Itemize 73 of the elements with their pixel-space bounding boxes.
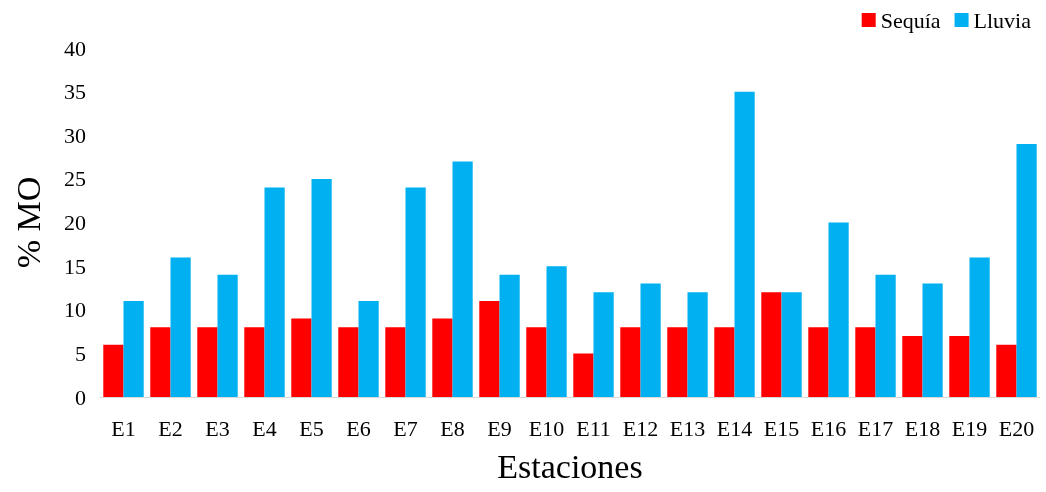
bar bbox=[546, 266, 567, 397]
bar bbox=[781, 292, 802, 397]
legend-label: Sequía bbox=[880, 7, 941, 33]
x-tick-label: E1 bbox=[111, 415, 136, 441]
bar bbox=[761, 292, 782, 397]
x-tick-label: E14 bbox=[716, 415, 753, 441]
y-tick-label: 25 bbox=[64, 166, 86, 192]
x-tick-label: E4 bbox=[252, 415, 277, 441]
legend-label: Lluvia bbox=[973, 7, 1032, 33]
x-tick-label: E12 bbox=[622, 415, 659, 441]
bar bbox=[479, 301, 500, 397]
bar bbox=[123, 301, 144, 397]
bar bbox=[499, 274, 520, 397]
bar bbox=[640, 283, 661, 397]
bar bbox=[217, 274, 238, 397]
bar bbox=[573, 353, 594, 397]
bar bbox=[1016, 143, 1037, 397]
bar bbox=[358, 301, 379, 397]
x-tick-label: E3 bbox=[205, 415, 230, 441]
x-tick-label: E2 bbox=[158, 415, 183, 441]
x-tick-label: E13 bbox=[669, 415, 706, 441]
bar bbox=[526, 327, 547, 397]
x-tick-label: E9 bbox=[487, 415, 512, 441]
bar bbox=[452, 161, 473, 397]
x-tick-label: E10 bbox=[528, 415, 565, 441]
x-tick-label: E19 bbox=[951, 415, 988, 441]
y-axis-title: % MO bbox=[9, 176, 47, 269]
y-tick-label: 10 bbox=[64, 297, 86, 323]
bar bbox=[808, 327, 829, 397]
y-tick-label: 0 bbox=[75, 384, 86, 410]
bar bbox=[687, 292, 708, 397]
x-tick-label: E5 bbox=[299, 415, 324, 441]
bar bbox=[405, 187, 426, 397]
y-tick-label: 5 bbox=[75, 340, 86, 366]
x-tick-label: E6 bbox=[346, 415, 371, 441]
x-tick-label: E11 bbox=[576, 415, 611, 441]
bar bbox=[432, 318, 453, 397]
bar bbox=[996, 344, 1017, 397]
bar bbox=[969, 257, 990, 397]
bar bbox=[291, 318, 312, 397]
bar bbox=[902, 335, 923, 397]
y-tick-label: 15 bbox=[64, 253, 86, 279]
x-tick-label: E15 bbox=[763, 415, 800, 441]
bar bbox=[620, 327, 641, 397]
bar bbox=[667, 327, 688, 397]
x-tick-label: E20 bbox=[998, 415, 1035, 441]
bar bbox=[949, 335, 970, 397]
bar bbox=[103, 344, 124, 397]
bar bbox=[875, 274, 896, 397]
x-tick-label: E8 bbox=[440, 415, 465, 441]
x-tick-label: E7 bbox=[393, 415, 418, 441]
x-tick-label: E16 bbox=[810, 415, 847, 441]
bar bbox=[593, 292, 614, 397]
y-tick-label: 20 bbox=[64, 210, 86, 235]
bar bbox=[264, 187, 285, 397]
bar bbox=[311, 178, 332, 397]
x-tick-label: E18 bbox=[904, 415, 941, 441]
x-tick-label: E17 bbox=[857, 415, 894, 441]
bar bbox=[385, 327, 406, 397]
bar bbox=[922, 283, 943, 397]
bar bbox=[150, 327, 171, 397]
bar bbox=[170, 257, 191, 397]
bar bbox=[244, 327, 265, 397]
bar bbox=[828, 222, 849, 397]
y-tick-label: 30 bbox=[64, 122, 86, 148]
bar bbox=[734, 91, 755, 397]
y-tick-label: 40 bbox=[64, 35, 86, 61]
x-axis-title: Estaciones bbox=[497, 447, 643, 485]
bar bbox=[855, 327, 876, 397]
bar bbox=[338, 327, 359, 397]
y-tick-label: 35 bbox=[64, 79, 86, 105]
bar bbox=[197, 327, 218, 397]
bar bbox=[714, 327, 735, 397]
